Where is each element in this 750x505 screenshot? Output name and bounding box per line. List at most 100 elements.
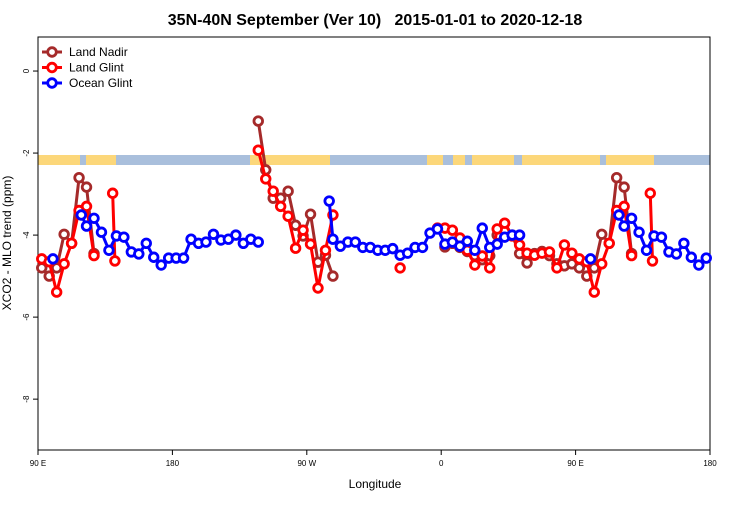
- data-point: [469, 244, 481, 256]
- data-point: [446, 224, 459, 236]
- data-point: [521, 257, 533, 269]
- data-point: [47, 253, 59, 265]
- y-tick-label: -8: [22, 395, 31, 403]
- data-point: [274, 200, 287, 213]
- data-point: [80, 200, 93, 213]
- data-point: [491, 238, 503, 250]
- data-point: [50, 286, 63, 298]
- data-point: [267, 185, 279, 197]
- data-point: [75, 209, 88, 221]
- data-point: [319, 244, 332, 256]
- data-point: [327, 270, 339, 282]
- land-strip: [86, 155, 116, 165]
- legend-swatch-marker: [46, 61, 58, 74]
- x-tick-label: 0: [439, 459, 444, 468]
- data-point: [678, 237, 690, 249]
- data-point: [584, 253, 597, 265]
- legend-label: Ocean Glint: [69, 76, 133, 90]
- data-point: [625, 212, 638, 224]
- data-point: [80, 220, 93, 232]
- data-point: [498, 217, 511, 229]
- data-point: [252, 115, 264, 127]
- data-point: [461, 235, 474, 247]
- data-point: [625, 249, 638, 262]
- data-point: [610, 171, 623, 184]
- plot-frame: [37, 36, 711, 451]
- data-point: [644, 187, 656, 199]
- data-point: [394, 262, 406, 274]
- y-tick-label: -4: [22, 231, 31, 239]
- data-point: [88, 212, 100, 224]
- land-strip: [472, 155, 514, 165]
- x-tick-label: 180: [703, 459, 717, 468]
- data-point: [140, 237, 152, 249]
- data-point: [88, 249, 100, 262]
- data-point: [260, 173, 272, 185]
- data-point: [58, 258, 70, 270]
- data-point: [646, 255, 659, 267]
- data-point: [297, 224, 309, 236]
- data-point: [252, 144, 264, 156]
- data-point: [469, 259, 481, 271]
- data-point: [613, 209, 625, 221]
- data-point: [513, 229, 526, 241]
- data-point: [655, 231, 668, 243]
- data-point: [323, 195, 335, 207]
- data-point: [640, 244, 653, 256]
- data-point: [416, 241, 429, 254]
- data-point: [304, 208, 317, 220]
- land-strip: [38, 155, 80, 165]
- data-point: [543, 246, 556, 258]
- x-tick-label: 180: [166, 459, 180, 468]
- x-tick-label: 90 E: [567, 459, 583, 468]
- data-point: [693, 259, 705, 271]
- data-point: [401, 247, 414, 259]
- data-point: [603, 237, 615, 249]
- legend-label: Land Nadir: [69, 45, 128, 59]
- ocean-strip: [38, 155, 710, 165]
- data-point: [304, 238, 317, 250]
- data-point: [484, 262, 496, 274]
- data-point: [386, 242, 399, 255]
- land-strip: [606, 155, 654, 165]
- data-point: [133, 248, 145, 260]
- data-point: [118, 231, 130, 243]
- data-point: [558, 239, 571, 251]
- chart-title: 35N-40N September (Ver 10) 2015-01-01 to…: [168, 12, 583, 29]
- data-point: [312, 282, 324, 294]
- data-point: [618, 220, 630, 232]
- data-point: [700, 252, 712, 264]
- data-point: [282, 185, 294, 197]
- data-point: [618, 200, 630, 213]
- data-point: [207, 228, 220, 240]
- data-point: [566, 247, 578, 259]
- data-point: [230, 229, 242, 241]
- data-point: [73, 171, 85, 184]
- data-point: [148, 251, 160, 263]
- data-point: [476, 250, 488, 262]
- land-strip: [427, 155, 443, 165]
- data-point: [103, 244, 115, 256]
- data-point: [327, 233, 339, 245]
- legend-swatch-marker: [46, 77, 58, 89]
- y-tick-label: 0: [22, 68, 31, 73]
- land-strip: [453, 155, 465, 165]
- data-point: [491, 223, 503, 235]
- land-strip: [250, 155, 330, 165]
- data-point: [349, 236, 362, 248]
- plot-series: [36, 115, 712, 298]
- x-tick-label: 90 E: [30, 459, 46, 468]
- data-point: [58, 228, 70, 240]
- data-point: [588, 286, 600, 298]
- x-tick-label: 90 W: [297, 459, 316, 468]
- data-point: [282, 210, 294, 222]
- data-point: [200, 236, 212, 248]
- data-point: [596, 228, 608, 240]
- data-point: [431, 223, 444, 235]
- data-point: [454, 240, 466, 252]
- land-mask-strip: [38, 155, 710, 165]
- data-point: [252, 236, 264, 248]
- data-point: [80, 181, 93, 193]
